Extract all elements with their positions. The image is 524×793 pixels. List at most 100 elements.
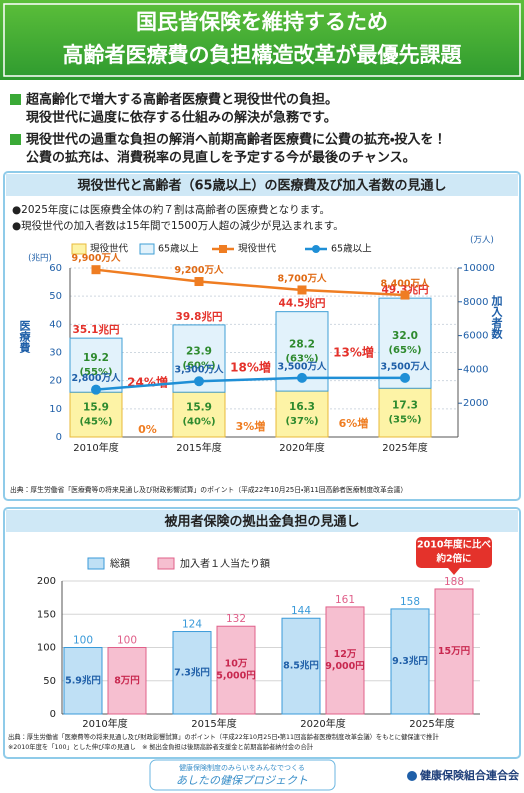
bar-segment: [275, 390, 329, 438]
legend-marker: [219, 245, 227, 253]
y-tick-label: 50: [49, 291, 62, 302]
bar-segment: [69, 391, 123, 438]
callout-text: 2010年度に比べ: [417, 539, 491, 551]
bar-inner-label: 10万: [225, 659, 248, 670]
bar-share-label: (40%): [182, 417, 215, 428]
bar-value-label: 100: [73, 635, 93, 647]
line-series: [95, 376, 405, 391]
growth-label: 18%増: [230, 360, 271, 375]
bullet-icon: [10, 134, 21, 145]
bar-value-label: 188: [444, 576, 464, 588]
header-frame: [3, 3, 521, 77]
bar: [325, 606, 365, 715]
y-tick-label: 150: [37, 609, 56, 620]
growth-label: 13%増: [333, 345, 374, 360]
x-tick-label: 2020年度: [300, 717, 345, 730]
y-tick-label: 60: [49, 263, 62, 274]
line-value-label: 9,900万人: [71, 253, 121, 264]
y-tick-label: 10: [49, 404, 62, 415]
bar-inner-label: 5,000円: [216, 671, 256, 682]
chart-title-band: [6, 510, 518, 532]
callout-pointer: [448, 568, 460, 575]
bar: [281, 617, 321, 715]
bar: [107, 647, 147, 715]
y2-tick-label: 8000: [463, 297, 488, 308]
bar-segment: [378, 387, 432, 438]
bar-value-label: 132: [226, 613, 246, 625]
y-tick-label: 30: [49, 348, 62, 359]
line-marker: [400, 372, 410, 383]
y-tick-label: 0: [56, 432, 62, 443]
org-icon: [407, 771, 417, 781]
legend-marker: [312, 245, 320, 253]
project-logo: [149, 759, 336, 791]
bullet-text: 現役世代に過度に依存する仕組みの解決が急務です。: [26, 110, 337, 126]
x-tick-label: 2025年度: [409, 717, 454, 730]
line-marker: [297, 372, 307, 383]
y-tick-label: 20: [49, 376, 62, 387]
total-label: 49.3兆円: [382, 283, 429, 296]
bar-inner-label: 8.5兆円: [283, 660, 319, 672]
growth-label: 6%増: [339, 416, 369, 430]
y2-axis-label: 加入者数: [490, 294, 504, 340]
callout-text: 約2倍に: [435, 553, 471, 565]
y2-unit: (万人): [470, 236, 494, 246]
bar-value-label: 144: [291, 605, 311, 617]
bar: [434, 588, 474, 715]
bar-value-label: 32.0: [392, 330, 418, 342]
bar-inner-label: 9.3兆円: [392, 655, 428, 667]
x-tick-label: 2015年度: [176, 441, 221, 454]
bullet-text: 超高齢化で増大する高齢者医療費と現役世代の負担。: [26, 92, 338, 108]
y-tick-label: 50: [43, 676, 56, 687]
y2-tick-label: 10000: [463, 263, 495, 274]
note: ●2025年度には医療費全体の約７割は高齢者の医療費となります。: [12, 203, 330, 216]
line-value-label: 3,500万人: [380, 361, 430, 372]
x-tick-label: 2010年度: [73, 441, 118, 454]
growth-label: 0%: [138, 423, 157, 436]
bar-inner-label: 15万円: [438, 646, 470, 657]
line-marker: [400, 290, 410, 300]
bar-value-label: 100: [117, 635, 137, 647]
legend-label: 加入者１人当たり額: [180, 557, 270, 570]
line-value-label: 2,800万人: [71, 373, 121, 384]
bar-value-label: 19.2: [83, 352, 109, 364]
line-series: [95, 268, 406, 297]
line-value-label: 3,300万人: [174, 365, 224, 376]
y-axis-label: 医療費: [18, 320, 31, 354]
bar-share-label: (65%): [388, 345, 421, 356]
y2-tick-label: 2000: [463, 398, 488, 409]
chart-title: 現役世代と高齢者（65歳以上）の医療費及び加入者数の見通し: [77, 178, 446, 194]
line-marker: [194, 376, 204, 387]
bar-inner-label: 9,000円: [325, 661, 365, 672]
x-tick-label: 2020年度: [279, 441, 324, 454]
y-tick-label: 0: [50, 709, 56, 720]
bar-inner-label: 7.3兆円: [174, 666, 210, 678]
bar-share-label: (45%): [79, 417, 112, 428]
bar-value-label: 15.9: [83, 402, 109, 414]
bar-value-label: 28.2: [289, 338, 315, 350]
legend-swatch: [71, 243, 87, 255]
note: ●現役世代の加入者数は15年間で1500万人超の減少が見込まれます。: [12, 219, 344, 232]
footer-org: 健康保険組合連合会: [419, 768, 520, 782]
line-marker: [91, 384, 101, 395]
source-note: 出典：厚生労働省「医療費等の将来見通し及び財政影響試算」のポイント（平成22年1…: [8, 732, 439, 741]
header-banner: [0, 0, 524, 80]
chart-title-band: [6, 174, 518, 196]
total-label: 39.8兆円: [176, 310, 223, 323]
bar-inner-label: 5.9兆円: [65, 674, 101, 686]
legend-swatch: [139, 243, 155, 255]
bar-value-label: 17.3: [392, 400, 418, 412]
y-tick-label: 100: [37, 643, 56, 654]
bar-share-label: (35%): [388, 415, 421, 426]
line-value-label: 8,400万人: [380, 279, 430, 290]
total-label: 35.1兆円: [73, 323, 120, 336]
bullet-text: 現役世代の過重な負担の解消へ前期高齢者医療費に公費の拡充・投入を！: [26, 132, 446, 148]
legend-label: 65歳以上: [158, 243, 199, 255]
x-tick-label: 2010年度: [82, 717, 127, 730]
y2-tick-label: 4000: [463, 364, 488, 375]
line-marker: [297, 285, 307, 295]
y-tick-label: 200: [37, 576, 56, 587]
bullet-text: 公費の拡充は、消費税率の見直しを予定する今が最後のチャンス。: [26, 150, 416, 166]
y-tick-label: 40: [49, 319, 62, 330]
